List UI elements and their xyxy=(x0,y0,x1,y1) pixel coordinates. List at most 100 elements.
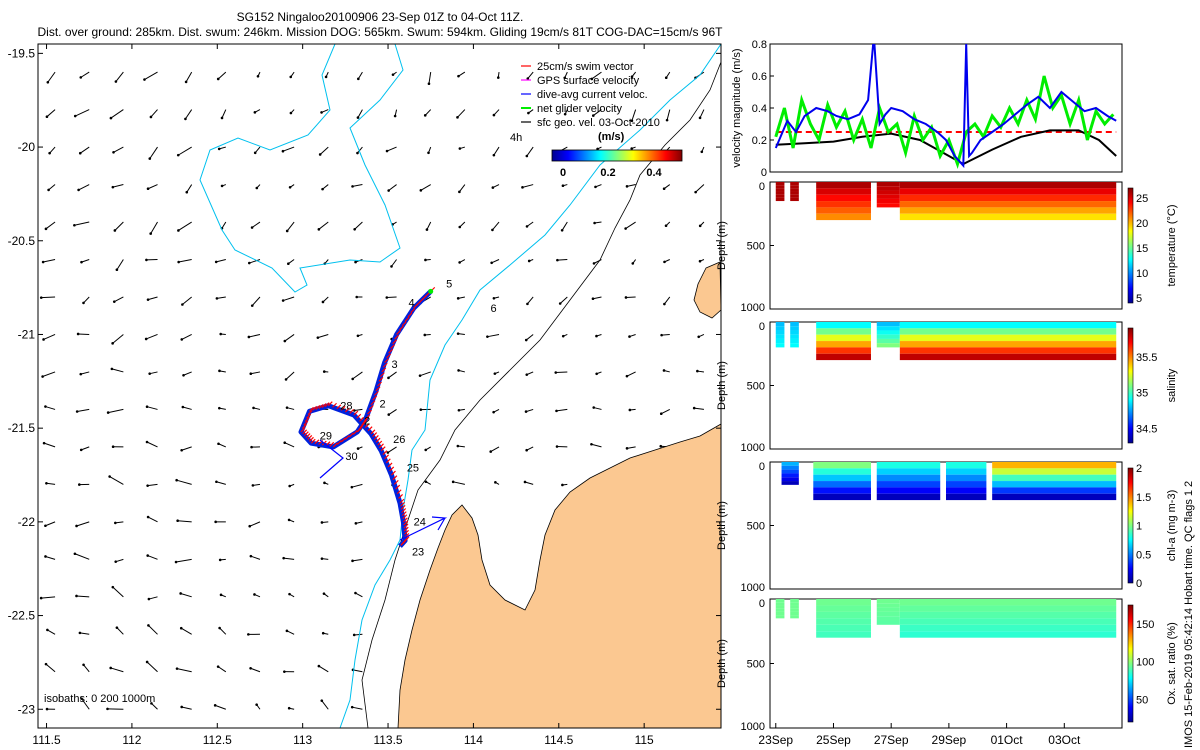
geo-vector-head xyxy=(148,372,151,375)
geo-vector-head xyxy=(111,185,115,189)
geo-vector-head xyxy=(45,707,49,711)
geo-vector-head xyxy=(624,296,628,299)
geo-vector xyxy=(286,221,295,232)
geo-vector-head xyxy=(692,406,696,410)
geo-vector-head xyxy=(486,335,489,338)
geo-vector-head xyxy=(213,704,217,707)
oxygen-section-cell xyxy=(790,611,799,616)
geo-vector-head xyxy=(628,335,631,338)
swim-vector xyxy=(377,440,383,446)
geo-vector-head xyxy=(250,445,253,449)
oxygen-section-cell xyxy=(876,603,900,608)
map-y-tick-label: -20 xyxy=(18,140,36,154)
geo-vector-head xyxy=(180,448,183,452)
oxygen-section-cell xyxy=(816,611,871,619)
temperature-section-cell xyxy=(790,188,799,192)
geo-vector xyxy=(76,595,90,598)
geo-vector-head xyxy=(147,597,151,601)
map-x-tick-label: 113.5 xyxy=(373,733,402,747)
chlorophyll-section-colorbar-label: chl-a (mg m-3) xyxy=(1166,490,1178,562)
swim-vector xyxy=(314,439,320,445)
geo-vector xyxy=(111,368,124,373)
geo-vector xyxy=(559,296,568,304)
geo-vector-head xyxy=(456,444,460,448)
geo-vector xyxy=(663,296,671,305)
swim-vector xyxy=(403,523,409,529)
geo-vector xyxy=(146,406,158,410)
geo-vector xyxy=(150,109,158,118)
geo-vector-head xyxy=(554,371,558,374)
geo-vector-head xyxy=(324,75,328,79)
geo-vector-head xyxy=(145,660,149,664)
swim-vector xyxy=(302,429,308,435)
swim-vector xyxy=(303,431,309,437)
salinity-section-cell xyxy=(899,341,1117,348)
geo-vector-head xyxy=(700,150,704,154)
geo-vector-head xyxy=(220,184,224,188)
geo-vector-head xyxy=(418,374,422,377)
temperature-section-cell xyxy=(876,186,900,191)
geo-vector xyxy=(695,184,705,193)
geo-vector-head xyxy=(79,76,83,79)
swim-vector xyxy=(344,434,350,440)
geo-vector-head xyxy=(353,227,356,231)
geo-vector-head xyxy=(114,560,118,563)
map-y-tick-label: -21.5 xyxy=(8,421,36,435)
oxygen-section-cell xyxy=(775,615,785,619)
geo-vector-head xyxy=(48,151,51,155)
salinity-section-cell xyxy=(775,326,785,331)
geo-vector-head xyxy=(321,631,325,635)
geo-vector-head xyxy=(357,77,360,81)
geo-vector-head xyxy=(180,338,184,341)
geo-vector-head xyxy=(253,593,256,596)
geo-vector-head xyxy=(75,594,78,598)
salinity-section-cell xyxy=(899,334,1117,342)
geo-vector xyxy=(115,521,124,524)
geo-vector-head xyxy=(250,304,254,307)
chlorophyll-section-colorbar xyxy=(1127,467,1134,584)
legend-entry-geo: sfc geo. vel. 03-Oct-2010 xyxy=(537,117,660,129)
legend-vector-interval: 4h xyxy=(510,132,522,144)
dac-arrow-1 xyxy=(319,439,344,479)
swim-vector xyxy=(364,423,370,428)
geo-vector xyxy=(388,371,397,379)
geo-vector-head xyxy=(521,186,524,189)
day-label: 2 xyxy=(364,415,370,427)
geo-vector-head xyxy=(41,375,44,378)
geo-vector-head xyxy=(109,666,112,670)
chlorophyll-section-cell xyxy=(946,487,987,494)
glider-track xyxy=(298,286,436,548)
geo-vector xyxy=(591,443,602,448)
day-label: 29 xyxy=(320,430,332,442)
day-label: 28 xyxy=(340,400,352,412)
geo-vector-head xyxy=(146,187,150,191)
chlorophyll-section-cell xyxy=(781,473,799,478)
geo-vector-head xyxy=(78,483,81,486)
swim-vector xyxy=(329,441,335,447)
geo-vector-head xyxy=(41,260,45,264)
geo-vector xyxy=(112,184,124,188)
geo-vector-head xyxy=(220,116,224,120)
geo-vector-head xyxy=(75,524,78,528)
day-label: 23 xyxy=(412,547,424,559)
temperature-section-cell xyxy=(816,207,871,214)
geo-vector xyxy=(217,666,227,673)
geo-vector xyxy=(250,667,261,673)
swim-vector xyxy=(377,381,382,387)
geo-vector-head xyxy=(175,667,179,670)
salinity-section-cell xyxy=(899,328,1117,335)
geo-vector-head xyxy=(78,151,82,155)
geo-vector-head xyxy=(350,485,354,489)
geo-vector xyxy=(116,627,124,635)
temperature-section-colorbar-tick: 5 xyxy=(1136,293,1142,305)
geo-vector-head xyxy=(323,481,326,485)
geo-vector xyxy=(109,476,124,485)
swim-vector xyxy=(402,514,408,520)
copyright-note: © IMOS 15-Feb-2019 05:42:14 Hobart time.… xyxy=(1183,481,1195,750)
salinity-section-cell xyxy=(790,343,799,348)
swim-vector xyxy=(398,325,404,331)
oxygen-section-cell xyxy=(775,599,785,603)
geo-vector-head xyxy=(524,410,528,413)
swim-vector xyxy=(381,367,387,373)
chlorophyll-section-cell xyxy=(813,462,871,469)
